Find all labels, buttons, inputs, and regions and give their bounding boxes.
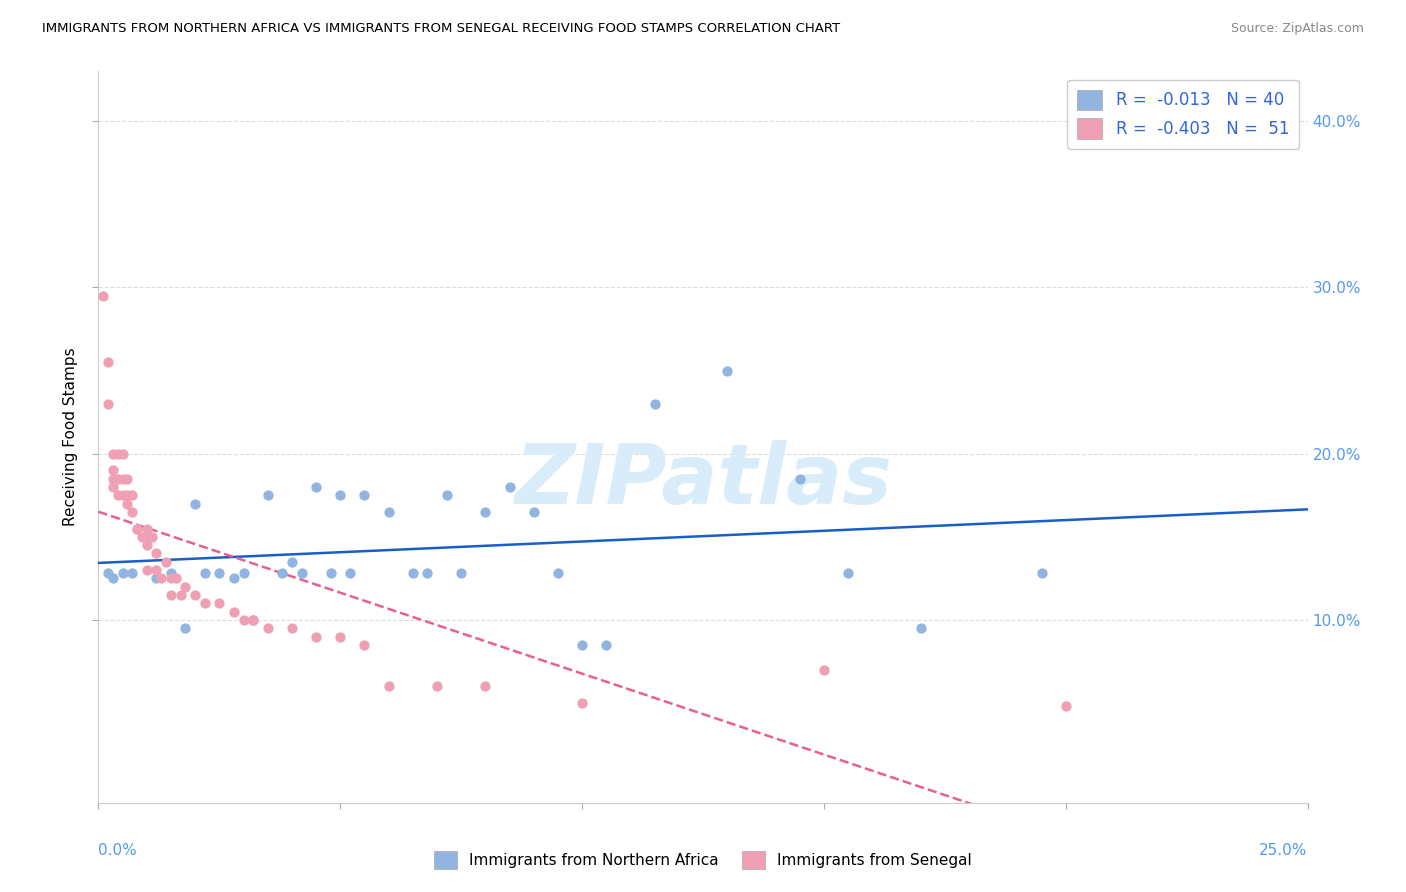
Point: [97, 397, 120, 411]
Point: [135, 538, 157, 552]
Point: [232, 613, 254, 627]
Point: [117, 488, 139, 502]
Point: [160, 588, 183, 602]
Point: [319, 566, 342, 581]
Point: [127, 521, 149, 535]
Point: [402, 566, 425, 581]
Point: [145, 546, 167, 560]
Point: [97, 355, 120, 369]
Point: [101, 463, 124, 477]
Point: [789, 472, 811, 486]
Point: [194, 566, 217, 581]
Point: [305, 480, 328, 494]
Point: [135, 530, 157, 544]
Point: [271, 566, 294, 581]
Legend: R =  -0.013   N = 40, R =  -0.403   N =  51: R = -0.013 N = 40, R = -0.403 N = 51: [1067, 79, 1299, 149]
Legend: Immigrants from Northern Africa, Immigrants from Senegal: Immigrants from Northern Africa, Immigra…: [427, 845, 979, 875]
Point: [232, 566, 254, 581]
Point: [127, 521, 149, 535]
Point: [111, 472, 134, 486]
Y-axis label: Receiving Food Stamps: Receiving Food Stamps: [63, 348, 77, 526]
Point: [101, 447, 124, 461]
Point: [117, 472, 139, 486]
Point: [377, 505, 399, 519]
Point: [101, 480, 124, 494]
Point: [474, 680, 496, 694]
Point: [208, 566, 231, 581]
Text: Source: ZipAtlas.com: Source: ZipAtlas.com: [1230, 22, 1364, 36]
Point: [353, 488, 375, 502]
Point: [121, 505, 143, 519]
Point: [174, 621, 197, 635]
Text: 25.0%: 25.0%: [1260, 843, 1308, 858]
Point: [111, 566, 134, 581]
Point: [547, 566, 569, 581]
Point: [329, 630, 352, 644]
Point: [208, 596, 231, 610]
Point: [101, 571, 124, 585]
Point: [281, 621, 304, 635]
Point: [426, 680, 449, 694]
Point: [571, 638, 593, 652]
Point: [150, 571, 173, 585]
Point: [595, 638, 617, 652]
Point: [377, 680, 399, 694]
Point: [101, 472, 124, 486]
Point: [135, 563, 157, 577]
Point: [329, 488, 352, 502]
Point: [474, 505, 496, 519]
Point: [305, 630, 328, 644]
Point: [910, 621, 932, 635]
Point: [97, 566, 120, 581]
Point: [160, 571, 183, 585]
Point: [174, 580, 197, 594]
Point: [256, 621, 278, 635]
Point: [117, 497, 139, 511]
Point: [281, 555, 304, 569]
Point: [416, 566, 439, 581]
Point: [121, 566, 143, 581]
Point: [145, 571, 167, 585]
Point: [837, 566, 859, 581]
Text: ZIPatlas: ZIPatlas: [515, 441, 891, 522]
Point: [145, 563, 167, 577]
Point: [222, 605, 245, 619]
Point: [353, 638, 375, 652]
Point: [339, 566, 361, 581]
Point: [450, 566, 472, 581]
Point: [242, 613, 264, 627]
Point: [256, 488, 278, 502]
Point: [111, 447, 134, 461]
Point: [155, 555, 177, 569]
Point: [107, 472, 129, 486]
Text: IMMIGRANTS FROM NORTHERN AFRICA VS IMMIGRANTS FROM SENEGAL RECEIVING FOOD STAMPS: IMMIGRANTS FROM NORTHERN AFRICA VS IMMIG…: [42, 22, 841, 36]
Point: [1054, 699, 1077, 714]
Point: [1031, 566, 1053, 581]
Point: [498, 480, 520, 494]
Text: 0.0%: 0.0%: [98, 843, 138, 858]
Point: [242, 613, 264, 627]
Point: [523, 505, 546, 519]
Point: [111, 488, 134, 502]
Point: [131, 530, 153, 544]
Point: [169, 588, 191, 602]
Point: [107, 488, 129, 502]
Point: [290, 566, 312, 581]
Point: [107, 447, 129, 461]
Point: [160, 566, 183, 581]
Point: [141, 530, 163, 544]
Point: [194, 596, 217, 610]
Point: [91, 289, 114, 303]
Point: [135, 521, 157, 535]
Point: [571, 696, 593, 710]
Point: [184, 497, 207, 511]
Point: [165, 571, 187, 585]
Point: [222, 571, 245, 585]
Point: [716, 363, 738, 377]
Point: [813, 663, 835, 677]
Point: [644, 397, 666, 411]
Point: [436, 488, 458, 502]
Point: [184, 588, 207, 602]
Point: [121, 488, 143, 502]
